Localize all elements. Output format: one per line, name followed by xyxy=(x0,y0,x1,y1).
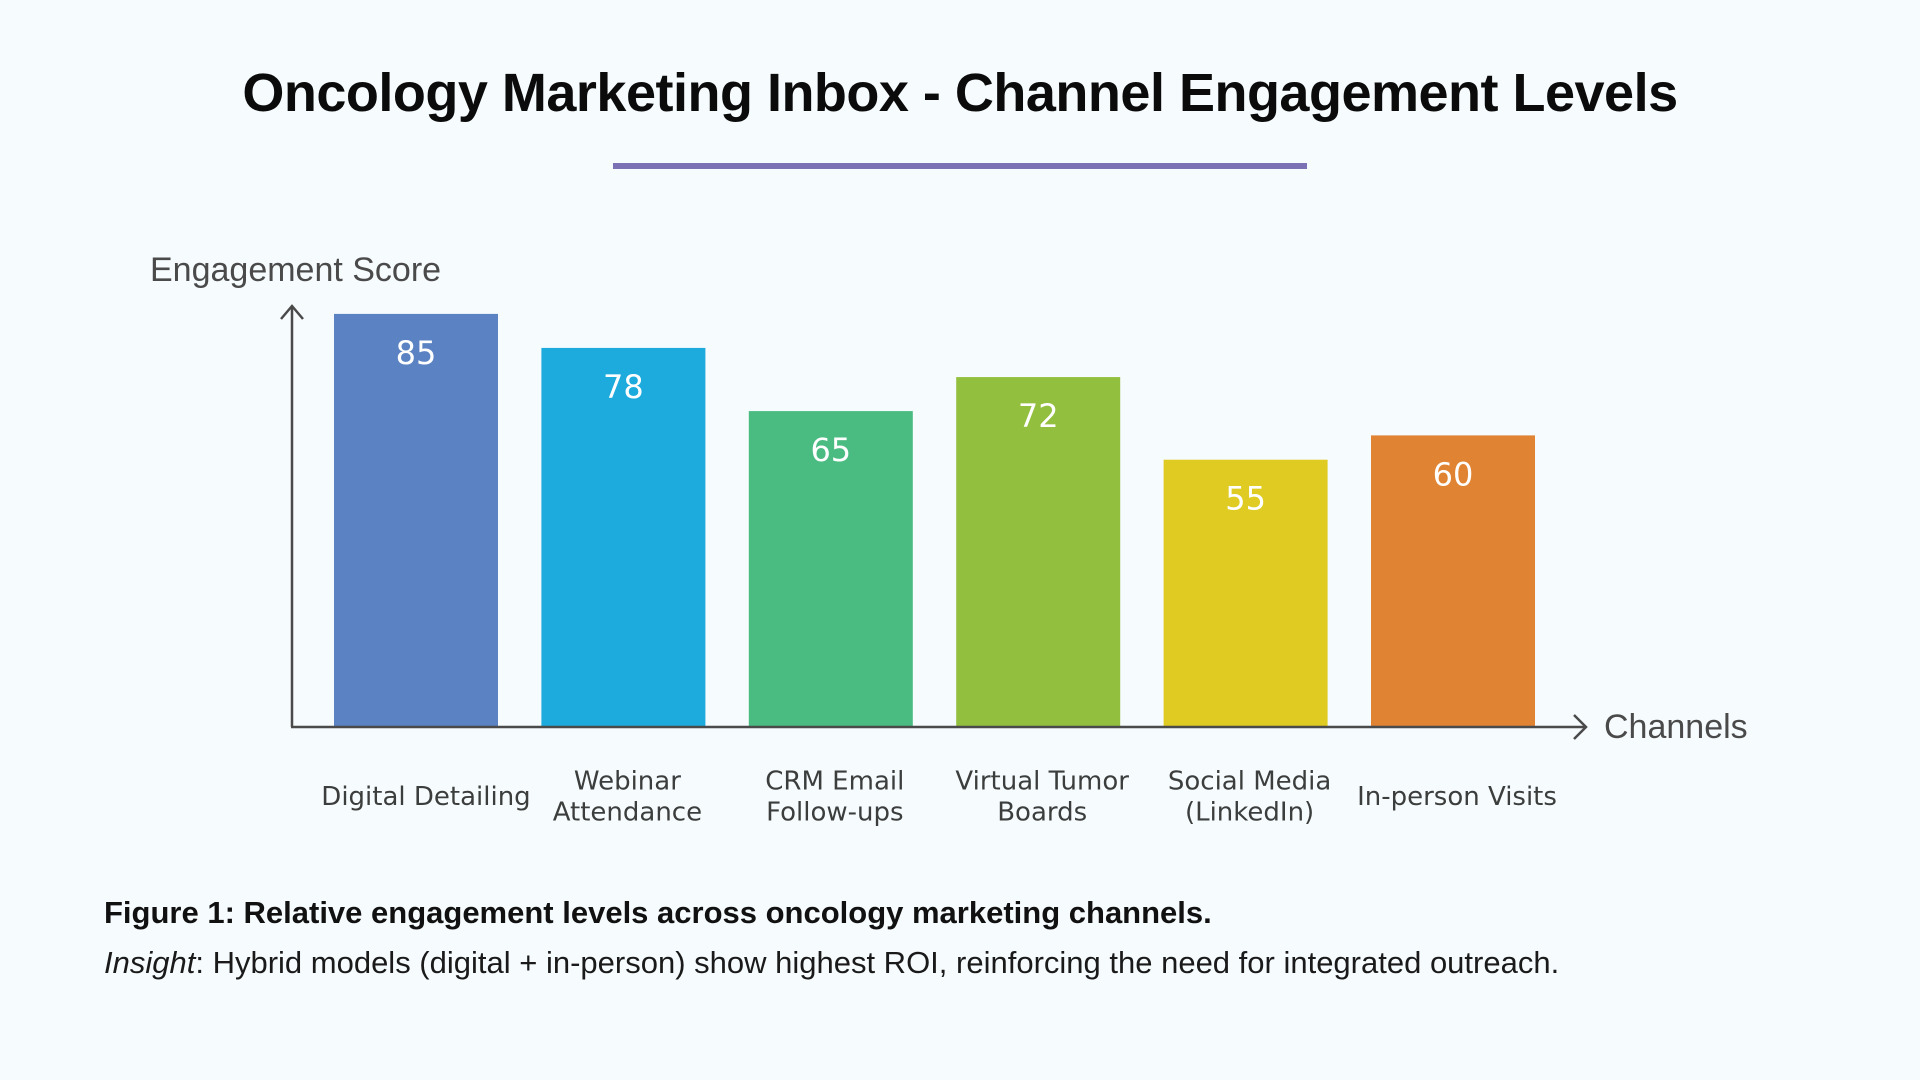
figure-caption: Figure 1: Relative engagement levels acr… xyxy=(104,888,1559,988)
bar-4 xyxy=(956,377,1121,727)
category-label-line: Follow-ups xyxy=(766,798,903,828)
bar-value-label: 55 xyxy=(1225,480,1266,518)
insight-body: : Hybrid models (digital + in-person) sh… xyxy=(195,945,1560,980)
bar-1 xyxy=(334,313,498,727)
category-label: Virtual Tumor Boards xyxy=(955,767,1129,828)
category-label: Webinar Attendance xyxy=(553,767,702,828)
category-labels-group: Digital Detailing Webinar Attendance CRM Em… xyxy=(321,767,1557,828)
category-label: CRM Email Follow-ups xyxy=(765,767,904,828)
bar-2 xyxy=(541,347,706,727)
insight-text: Insight: Hybrid models (digital + in-per… xyxy=(104,938,1559,988)
category-label: Digital Detailing xyxy=(321,782,530,812)
bars-group xyxy=(334,313,1535,727)
value-labels-group: 85 78 65 72 55 60 xyxy=(396,334,1474,518)
y-axis-title: Engagement Score xyxy=(150,251,441,289)
x-axis-arrow-icon xyxy=(1573,714,1588,740)
category-label: Social Media (LinkedIn) xyxy=(1168,767,1331,828)
category-label-line: Digital Detailing xyxy=(321,782,530,812)
title-underline xyxy=(613,163,1307,169)
category-label-line: Virtual Tumor xyxy=(955,767,1129,797)
category-label-line: Webinar xyxy=(574,767,681,797)
category-label-line: Social Media xyxy=(1168,767,1331,797)
bar-value-label: 60 xyxy=(1433,455,1474,493)
bar-3 xyxy=(748,411,913,727)
bar-6 xyxy=(1371,435,1535,727)
bar-value-label: 72 xyxy=(1018,397,1059,435)
x-axis-title: Channels xyxy=(1604,708,1748,746)
category-label-line: (LinkedIn) xyxy=(1185,798,1314,828)
insight-label: Insight xyxy=(104,945,196,980)
bar-value-label: 78 xyxy=(603,368,644,406)
category-label: In-person Visits xyxy=(1357,782,1557,812)
bar-value-label: 65 xyxy=(810,431,851,469)
bar-value-label: 85 xyxy=(396,334,437,372)
category-label-line: Attendance xyxy=(553,798,702,828)
bar-5 xyxy=(1163,459,1328,727)
category-label-line: Boards xyxy=(997,798,1087,828)
category-label-line: CRM Email xyxy=(765,767,904,797)
y-axis-arrow-icon xyxy=(280,304,304,320)
category-label-line: In-person Visits xyxy=(1357,782,1557,812)
chart-title: Oncology Marketing Inbox - Channel Engag… xyxy=(242,63,1678,123)
figure-caption-title: Figure 1: Relative engagement levels acr… xyxy=(104,895,1212,930)
